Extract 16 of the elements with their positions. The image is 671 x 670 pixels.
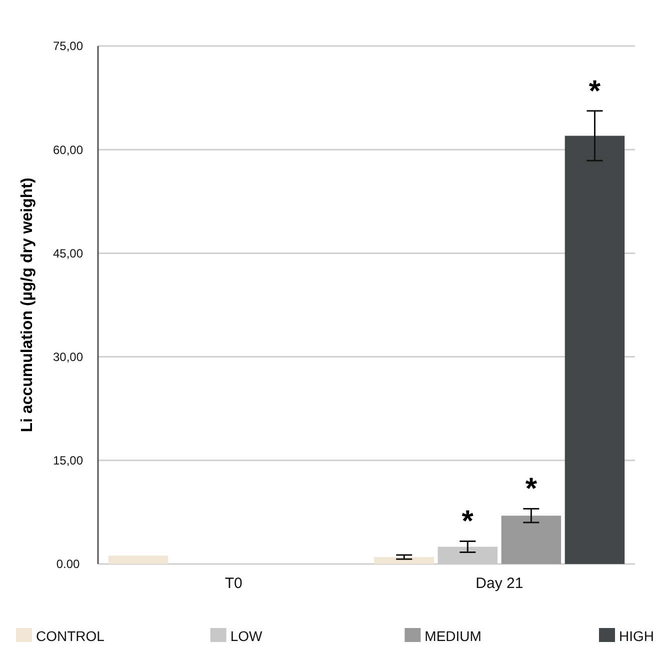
legend-label: LOW [230,628,264,644]
y-tick-label: 15,00 [52,454,84,468]
y-tick-label: 0.00 [56,557,80,572]
legend-label: CONTROL [36,628,105,644]
x-tick-label: T0 [224,575,242,592]
x-tick-label: Day 21 [476,575,524,592]
legend-label: HIGH [619,628,654,644]
y-axis-title: Li accumulation (µg/g dry weight) [19,178,36,432]
annotation: * [588,74,601,108]
annotation: * [525,472,538,506]
annotation: * [462,505,474,538]
y-tick-label: 75,00 [52,39,84,54]
y-tick-label: 60,00 [52,142,84,157]
y-tick-label: 30,00 [52,350,84,364]
y-tick-label: 45,00 [52,246,84,260]
legend-label: MEDIUM [424,628,482,644]
